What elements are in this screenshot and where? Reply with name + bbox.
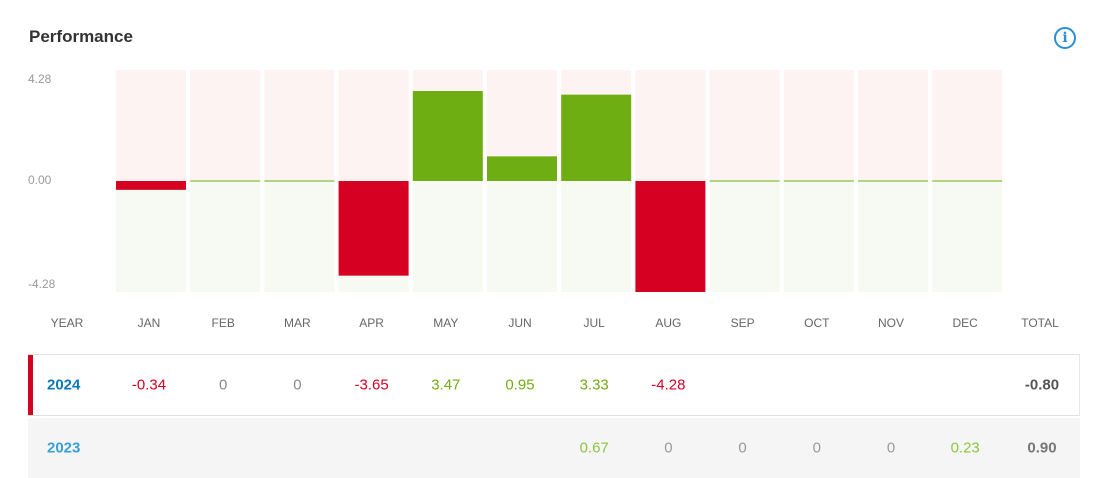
bar-nov[interactable] (858, 180, 928, 182)
month-header-aug: AUG (655, 316, 682, 330)
bar-jan[interactable] (116, 181, 186, 190)
performance-chart (116, 70, 1003, 292)
y-tick-min: -4.28 (28, 277, 56, 291)
month-header-jul: JUL (583, 316, 605, 330)
selected-row-indicator (28, 355, 33, 415)
month-header-jun: JUN (508, 316, 532, 330)
table-row[interactable]: 2024 -0.34 0 0 -3.65 3.47 0.95 3.33 -4.28 -0.80 (28, 354, 1080, 416)
y-tick-max: 4.28 (28, 72, 52, 86)
bar-mar[interactable] (264, 180, 335, 182)
month-header-apr: APR (359, 316, 384, 330)
cell-aug: 0 (664, 439, 673, 457)
total-cell: -0.80 (1024, 376, 1060, 394)
column-bg-upper (190, 70, 261, 181)
table-row[interactable]: 2023 0.67 0 0 0 0 0.23 0.90 (28, 418, 1080, 478)
cell-jul: 3.33 (579, 376, 609, 394)
total-cell: 0.90 (1027, 439, 1057, 457)
year-column-header: YEAR (50, 316, 84, 330)
year-link[interactable]: 2024 (47, 376, 81, 394)
y-tick-zero: 0.00 (28, 173, 52, 187)
cell-jan: -0.34 (131, 376, 167, 394)
bar-apr[interactable] (338, 181, 409, 276)
column-bg-lower (190, 181, 261, 292)
column-bg-lower (783, 181, 854, 292)
cell-jul: 0.67 (579, 439, 609, 457)
cell-dec: 0.23 (950, 439, 980, 457)
month-header-jan: JAN (137, 316, 161, 330)
cell-apr: -3.65 (354, 376, 389, 394)
column-bg-lower (264, 181, 335, 292)
column-bg-upper (783, 70, 854, 181)
column-bg-upper (635, 70, 706, 181)
cell-feb: 0 (219, 376, 228, 394)
total-column-header: TOTAL (1021, 316, 1059, 330)
bar-sep[interactable] (709, 180, 780, 182)
column-bg-upper (338, 70, 409, 181)
column-bg-lower (561, 181, 632, 292)
column-bg-lower (116, 181, 186, 292)
column-bg-lower (487, 181, 557, 292)
bar-oct[interactable] (783, 180, 854, 182)
cell-sep: 0 (738, 439, 747, 457)
bar-jul[interactable] (561, 94, 632, 181)
column-bg-upper (932, 70, 1003, 181)
bar-jun[interactable] (487, 156, 557, 181)
column-bg-upper (264, 70, 335, 181)
column-bg-lower (709, 181, 780, 292)
month-header-row: YEAR JAN FEB MAR APR MAY JUN JUL AUG SEP OCT NOV DE… (0, 316, 1095, 330)
month-header-sep: SEP (730, 316, 755, 330)
column-bg-upper (858, 70, 928, 181)
page-title: Performance (29, 27, 133, 46)
cell-nov: 0 (886, 439, 896, 457)
column-bg-upper (709, 70, 780, 181)
bar-dec[interactable] (932, 180, 1003, 182)
column-bg-lower (932, 181, 1003, 292)
month-header-may: MAY (433, 316, 459, 330)
cell-jun: 0.95 (505, 376, 535, 394)
month-header-feb: FEB (211, 316, 235, 330)
cell-may: 3.47 (431, 376, 461, 394)
info-icon[interactable]: i (1054, 27, 1076, 49)
month-header-nov: NOV (877, 316, 904, 330)
month-header-dec: DEC (952, 316, 978, 330)
bar-feb[interactable] (190, 180, 261, 182)
column-bg-lower (412, 181, 483, 292)
bar-may[interactable] (412, 91, 483, 181)
month-header-oct: OCT (804, 316, 830, 330)
month-header-mar: MAR (284, 316, 311, 330)
column-bg-upper (116, 70, 186, 181)
column-bg-lower (858, 181, 928, 292)
cell-oct: 0 (812, 439, 821, 457)
cell-aug: -4.28 (651, 376, 686, 394)
year-link[interactable]: 2023 (47, 439, 81, 457)
cell-mar: 0 (293, 376, 302, 394)
bar-aug[interactable] (635, 181, 706, 292)
